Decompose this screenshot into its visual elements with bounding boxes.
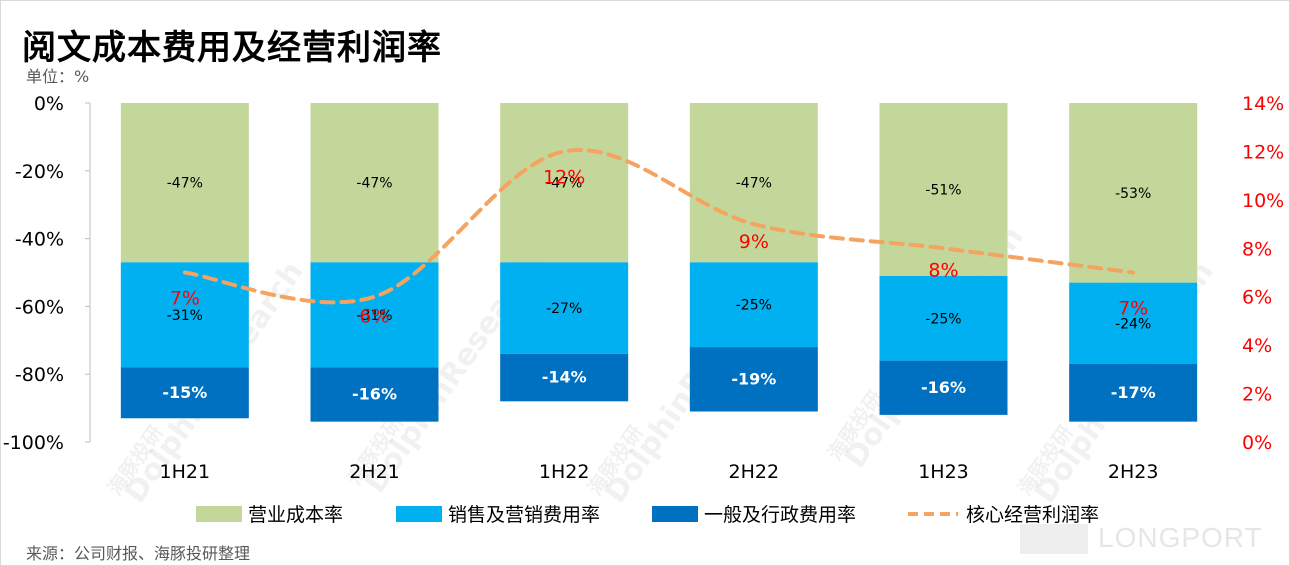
bar-segment: [1069, 282, 1198, 365]
bar-segment: [689, 262, 818, 348]
bar-segment: [500, 353, 629, 402]
bar-segment: [1069, 103, 1198, 283]
y-left-tick-label: -20%: [15, 161, 64, 183]
bar-data-label: -53%: [1115, 186, 1151, 202]
x-tick-label: 1H21: [160, 461, 211, 483]
y-right-tick-label: 10%: [1242, 190, 1284, 212]
y-left-tick-label: -80%: [15, 364, 64, 386]
bar-segment: [879, 275, 1008, 361]
x-tick-label: 2H22: [729, 461, 780, 483]
bar-data-label: -51%: [925, 182, 961, 198]
x-tick-label: 1H22: [539, 461, 590, 483]
bar-segment: [500, 103, 629, 263]
y-left-tick-label: -100%: [3, 432, 64, 454]
bar-data-label: -24%: [1115, 316, 1151, 332]
y-left-tick-label: -40%: [15, 229, 64, 251]
bar-segment: [689, 103, 818, 263]
line-data-label: 8%: [928, 259, 958, 281]
bar-data-label: -31%: [356, 308, 392, 324]
bar-segment: [500, 262, 629, 354]
bar-segment: [310, 103, 439, 263]
x-tick-label: 2H21: [349, 461, 400, 483]
bar-segment: [1069, 364, 1198, 422]
bar-segment: [120, 262, 249, 368]
bar-data-label: -47%: [546, 176, 582, 192]
y-right-tick-label: 12%: [1242, 141, 1284, 163]
brand-logo: LONGPORT: [1020, 518, 1276, 558]
bar-segment: [310, 367, 439, 422]
bar-data-label: -47%: [736, 176, 772, 192]
y-right-tick-label: 14%: [1242, 93, 1284, 115]
chart-title: 阅文成本费用及经营利润率: [22, 28, 442, 68]
legend-label: 营业成本率: [248, 504, 343, 526]
bar-data-label: -25%: [736, 298, 772, 314]
y-right-tick-label: 8%: [1242, 238, 1272, 260]
bar-data-label: -16%: [921, 378, 966, 397]
x-tick-label: 2H23: [1108, 461, 1159, 483]
bar-data-label: -31%: [167, 308, 203, 324]
line-series-margin: [182, 148, 1136, 305]
y-left-tick-label: -60%: [15, 296, 64, 318]
y-right-tick-label: 4%: [1242, 335, 1272, 357]
x-tick-label: 1H23: [918, 461, 969, 483]
line-data-label: 12%: [543, 166, 585, 188]
bar-data-label: -25%: [925, 311, 961, 327]
bar-segment: [689, 347, 818, 412]
line-data-label: 6%: [359, 306, 389, 328]
bar-data-label: -14%: [542, 368, 587, 387]
source-note: 来源：公司财报、海豚投研整理: [26, 544, 251, 563]
bar-segment: [120, 367, 249, 419]
legend-swatch: [196, 506, 242, 522]
y-right-tick-label: 0%: [1242, 432, 1272, 454]
bar-data-label: -16%: [352, 385, 397, 404]
bar-segment: [120, 103, 249, 263]
bar-segment: [879, 360, 1008, 415]
brand-logo-text: LONGPORT: [1098, 522, 1263, 553]
legend-label: 核心经营利润率: [966, 504, 1099, 526]
y-left-tick-label: 0%: [34, 93, 64, 115]
unit-label: 单位：%: [26, 67, 90, 86]
line-data-label: 7%: [170, 288, 200, 310]
bar-data-label: -47%: [167, 176, 203, 192]
bar-data-label: -19%: [731, 369, 776, 388]
y-right-tick-label: 6%: [1242, 287, 1272, 309]
bar-data-label: -17%: [1111, 383, 1156, 402]
legend-swatch: [652, 506, 698, 522]
line-data-label: 7%: [1118, 298, 1148, 320]
brand-logo-box: [1020, 524, 1088, 554]
bar-data-label: -27%: [546, 301, 582, 317]
legend-label: 销售及营销费用率: [448, 504, 600, 526]
bar-data-label: -15%: [162, 383, 207, 402]
line-data-label: 9%: [739, 231, 769, 253]
y-right-tick-label: 2%: [1242, 384, 1272, 406]
legend-label: 一般及行政费用率: [704, 504, 856, 526]
bar-data-label: -47%: [356, 176, 392, 192]
bar-segment: [310, 262, 439, 368]
legend-swatch: [396, 506, 442, 522]
